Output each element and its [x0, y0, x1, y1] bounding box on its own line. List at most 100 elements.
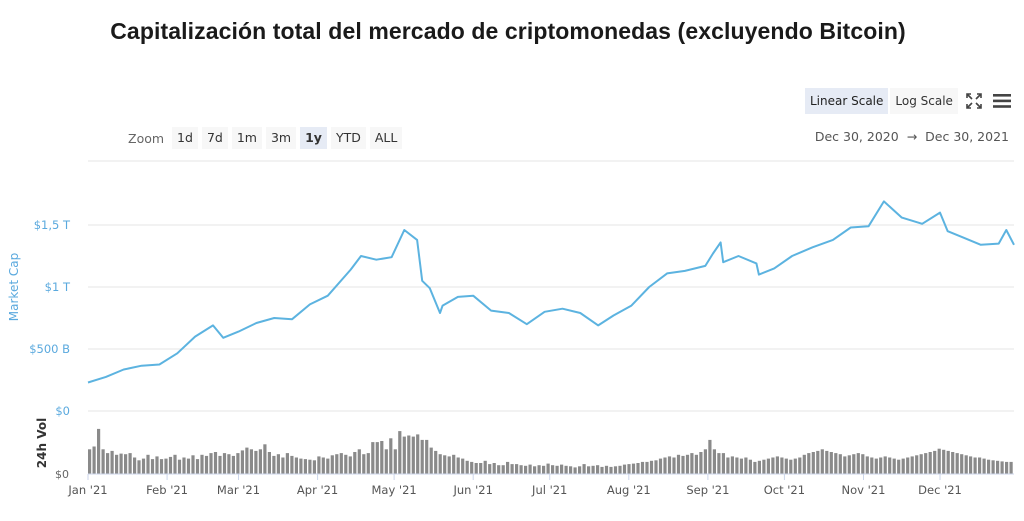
volume-bar [744, 457, 748, 474]
zoom-1d-button[interactable]: 1d [172, 127, 198, 149]
volume-bar [667, 456, 672, 474]
volume-bar [960, 454, 964, 474]
volume-bar [519, 465, 523, 474]
linear-scale-button[interactable]: Linear Scale [805, 88, 889, 114]
volume-bar [479, 463, 483, 474]
volume-bar [115, 454, 119, 475]
volume-bar [640, 461, 645, 474]
volume-bar [982, 458, 986, 474]
volume-bar [515, 464, 519, 474]
hamburger-menu-icon[interactable] [991, 90, 1013, 112]
zoom-1y-button[interactable]: 1y [300, 127, 327, 149]
volume-bar [870, 457, 874, 474]
zoom-all-button[interactable]: ALL [369, 127, 403, 149]
x-tick-label: Jul '21 [531, 483, 567, 497]
volume-bar [712, 449, 716, 475]
volume-bars [88, 428, 1013, 475]
volume-bar [461, 458, 465, 474]
volume-bar [231, 455, 235, 475]
menu-icon-glyph [993, 94, 1011, 108]
volume-bar [106, 453, 110, 474]
volume-bar [901, 458, 905, 474]
volume-bar [92, 446, 96, 474]
volume-bar [622, 464, 627, 474]
volume-bar [879, 457, 883, 474]
range-arrow: → [906, 129, 918, 144]
volume-bar [919, 454, 923, 474]
volume-bar [861, 454, 865, 474]
grid-lines [88, 160, 1014, 412]
volume-bar [676, 454, 681, 475]
zoom-3m-button[interactable]: 3m [265, 127, 297, 149]
volume-bar [793, 458, 797, 474]
volume-bar [757, 460, 761, 474]
scale-toggle: Linear Scale Log Scale [805, 88, 958, 114]
volume-bar [119, 453, 123, 474]
volume-bar [551, 465, 555, 474]
volume-bar [802, 454, 806, 475]
volume-bar [604, 465, 609, 475]
volume-bar [969, 456, 973, 474]
volume-bar [366, 453, 370, 474]
volume-bar [402, 436, 406, 474]
volume-bar [942, 449, 946, 474]
volume-bar [474, 463, 478, 474]
volume-bar [245, 447, 249, 474]
volume-bar [883, 456, 887, 474]
volume-bar [897, 459, 901, 474]
x-tick-label: Mar '21 [217, 483, 260, 497]
volume-bar [946, 450, 950, 474]
log-scale-button[interactable]: Log Scale [890, 88, 958, 114]
volume-bar [191, 455, 195, 474]
volume-bar [771, 457, 775, 474]
volume-bar [811, 452, 815, 474]
x-tick-label: Nov '21 [842, 483, 886, 497]
volume-bar [389, 438, 393, 475]
volume-bar [272, 455, 276, 475]
volume-bar [1009, 461, 1013, 474]
zoom-ytd-button[interactable]: YTD [330, 127, 366, 149]
range-from[interactable]: Dec 30, 2020 [814, 129, 899, 144]
volume-bar [335, 454, 339, 474]
volume-bar [717, 453, 721, 474]
volume-bar [578, 466, 582, 474]
volume-bar [978, 457, 982, 474]
volume-bar [991, 460, 995, 475]
fullscreen-icon[interactable] [963, 90, 985, 112]
zoom-1m-button[interactable]: 1m [231, 127, 262, 149]
volume-bar [470, 461, 474, 474]
volume-bar [843, 456, 847, 474]
zoom-7d-button[interactable]: 7d [201, 127, 228, 149]
volume-bar [996, 460, 1000, 474]
volume-bar [168, 456, 173, 474]
zoom-label: Zoom [128, 130, 165, 146]
volume-bar [434, 450, 438, 474]
volume-bar [533, 466, 537, 474]
volume-bar [726, 457, 730, 474]
volume-bar [465, 460, 469, 474]
volume-bar [910, 456, 914, 474]
volume-bar [856, 453, 860, 474]
y-axis-label: Market Cap [7, 253, 21, 321]
volume-bar [888, 457, 892, 474]
volume-bar [267, 452, 271, 474]
volume-bar [753, 461, 757, 474]
volume-bar [411, 436, 415, 474]
range-to[interactable]: Dec 30, 2021 [925, 129, 1009, 144]
volume-bar [240, 450, 244, 475]
volume-bar [281, 457, 285, 474]
volume-bar [483, 460, 487, 474]
volume-bar [88, 449, 92, 475]
volume-bar [124, 454, 128, 474]
volume-bar [456, 457, 460, 474]
volume-bar [182, 457, 186, 474]
volume-bar [1005, 461, 1009, 474]
volume-bar [141, 458, 146, 474]
volume-bar [186, 458, 191, 474]
volume-bar [937, 448, 941, 474]
volume-bar [420, 439, 424, 474]
volume-bar [209, 453, 213, 474]
volume-bar [362, 454, 366, 474]
volume-bar [133, 457, 137, 474]
